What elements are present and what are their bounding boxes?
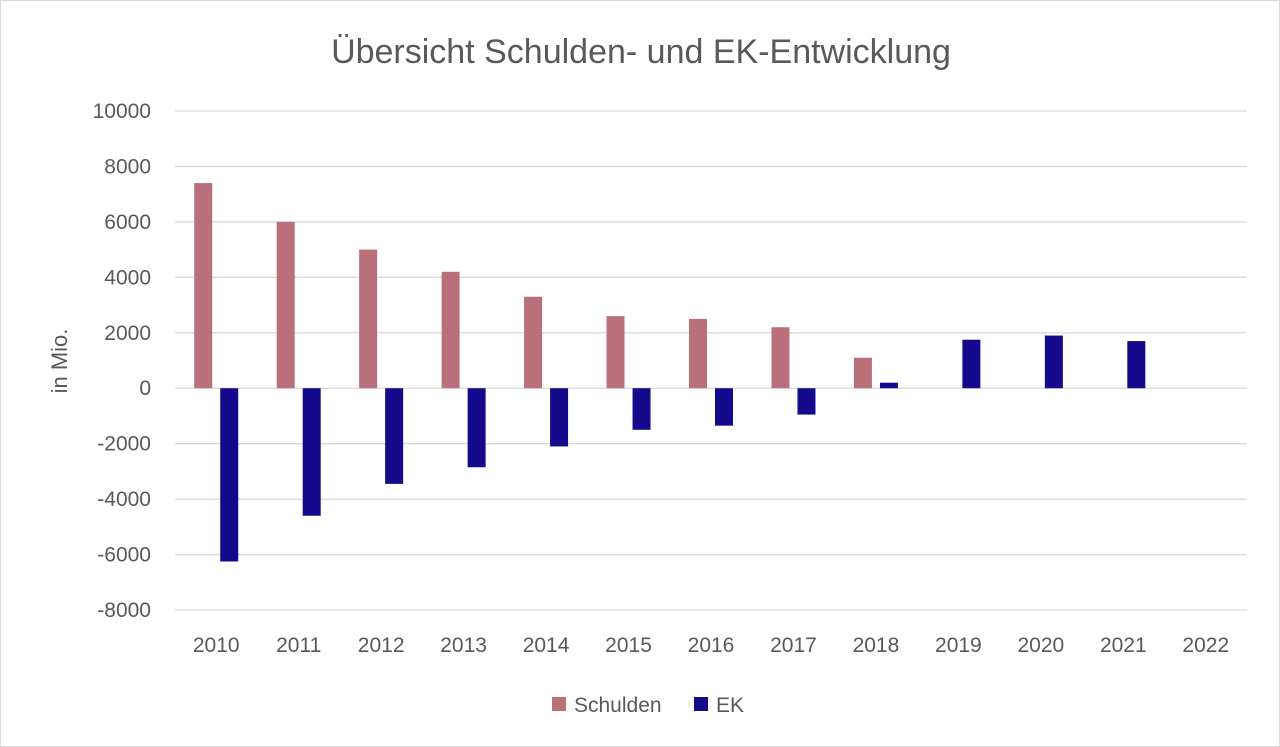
x-tick-label: 2010 <box>193 634 240 657</box>
gridlines <box>175 110 1247 611</box>
legend: Schulden EK <box>552 694 744 717</box>
y-tick-label: -8000 <box>97 599 151 622</box>
bar-ek-2013 <box>467 388 486 468</box>
x-tick-label: 2016 <box>688 634 735 657</box>
x-tick-label: 2015 <box>605 634 652 657</box>
x-tick-label: 2018 <box>853 634 900 657</box>
legend-swatch-schulden <box>552 697 566 711</box>
legend-label-schulden: Schulden <box>574 694 662 717</box>
x-axis-ticks: 2010 2011 2012 2013 2014 2015 2016 2017 2018 2019… <box>193 634 1229 657</box>
bar-schulden-2018 <box>853 357 872 389</box>
bar-ek-2017 <box>797 388 816 415</box>
x-tick-label: 2011 <box>276 634 321 657</box>
y-tick-label: 2000 <box>104 322 151 345</box>
y-tick-label: 10000 <box>93 100 151 123</box>
bar-schulden-2016 <box>689 318 707 389</box>
bar-ek-2019 <box>962 339 981 389</box>
bar-schulden-2017 <box>771 327 790 389</box>
bar-ek-2012 <box>385 388 404 484</box>
bar-ek-2018 <box>879 382 898 389</box>
bar-ek-2015 <box>632 388 651 430</box>
y-axis-ticks: 10000 8000 6000 4000 2000 0 -2000 -4000 -6000 -80… <box>93 100 151 622</box>
bar-ek-2014 <box>550 388 569 447</box>
legend-swatch-ek <box>694 697 708 711</box>
x-tick-label: 2017 <box>770 634 817 657</box>
y-tick-label: 4000 <box>104 266 151 289</box>
bar-ek-2011 <box>302 388 321 516</box>
bar-schulden-2013 <box>441 271 460 389</box>
bar-schulden-2014 <box>524 296 543 389</box>
chart-title: Übersicht Schulden- und EK-Entwicklung <box>331 33 951 71</box>
bar-schulden-2011 <box>276 221 295 389</box>
y-tick-label: 6000 <box>104 211 151 234</box>
bar-ek-2021 <box>1127 341 1146 389</box>
bar-ek-2016 <box>715 388 733 426</box>
y-tick-label: -4000 <box>97 488 151 511</box>
y-axis-label: in Mio. <box>47 329 72 394</box>
x-tick-label: 2020 <box>1017 634 1064 657</box>
bars <box>194 183 1146 562</box>
x-tick-label: 2019 <box>935 634 982 657</box>
x-tick-label: 2013 <box>440 634 487 657</box>
y-tick-label: -2000 <box>97 433 151 456</box>
x-tick-label: 2022 <box>1182 634 1229 657</box>
bar-schulden-2010 <box>194 183 213 389</box>
x-tick-label: 2014 <box>523 634 570 657</box>
bar-ek-2020 <box>1044 335 1063 389</box>
legend-label-ek: EK <box>716 694 744 717</box>
bar-schulden-2012 <box>359 249 378 389</box>
y-tick-label: -6000 <box>97 544 151 567</box>
bar-ek-2010 <box>220 388 239 562</box>
x-tick-label: 2021 <box>1100 634 1147 657</box>
y-tick-label: 0 <box>139 377 151 400</box>
bar-schulden-2015 <box>606 316 625 389</box>
y-tick-label: 8000 <box>104 155 151 178</box>
x-tick-label: 2012 <box>358 634 405 657</box>
